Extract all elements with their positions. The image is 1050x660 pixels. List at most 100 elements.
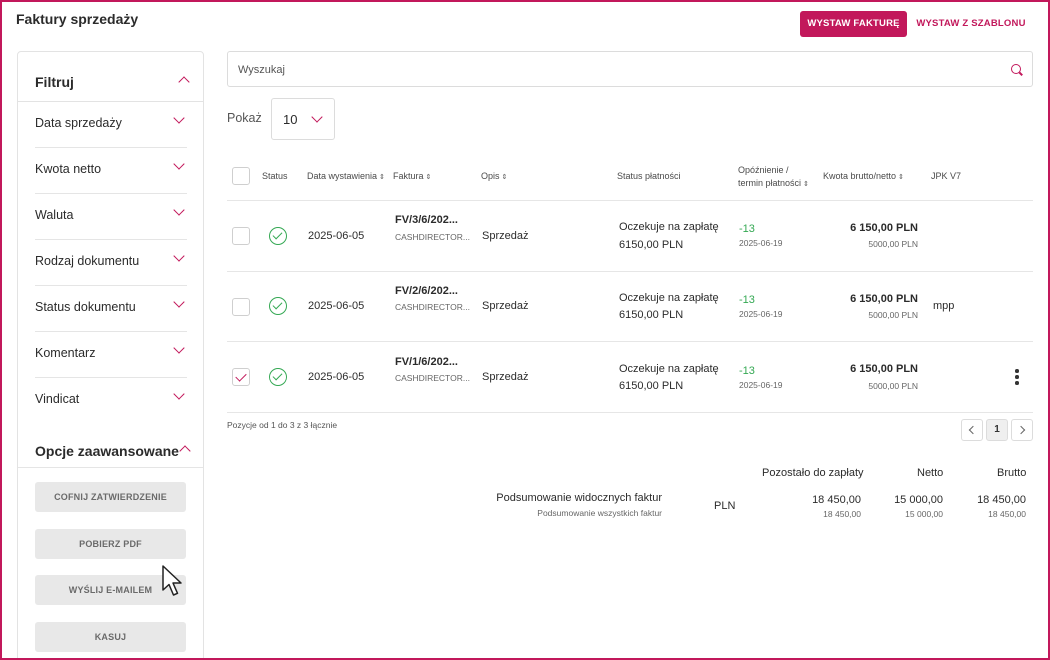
page-title: Faktury sprzedaży xyxy=(16,11,139,27)
issue-from-template-button[interactable]: WYSTAW Z SZABLONU xyxy=(916,18,1026,29)
filter-sale-date[interactable]: Data sprzedaży xyxy=(35,102,187,148)
filter-comment[interactable]: Komentarz xyxy=(35,332,187,378)
chevron-up-icon xyxy=(179,445,191,457)
previous-page-button[interactable] xyxy=(961,419,983,441)
summary-all-gross: 18 450,00 xyxy=(988,509,1026,519)
column-header-invoice[interactable]: Faktura ⇕ xyxy=(393,171,431,181)
filter-label: Data sprzedaży xyxy=(35,116,122,130)
status-ok-icon xyxy=(269,227,287,245)
summary-all-net: 15 000,00 xyxy=(905,509,943,519)
divider xyxy=(227,341,1033,342)
filter-title: Filtruj xyxy=(35,74,74,90)
issue-date: 2025-06-05 xyxy=(308,371,365,383)
summary-visible-remaining: 18 450,00 xyxy=(812,494,861,506)
filter-vindicat[interactable]: Vindicat xyxy=(35,378,187,424)
client-name: CASHDIRECTOR... xyxy=(395,373,470,383)
row-checkbox[interactable] xyxy=(232,227,250,245)
payment-status: Oczekuje na zapłatę xyxy=(619,363,719,375)
advanced-options-title: Opcje zaawansowane xyxy=(35,443,179,459)
chevron-down-icon xyxy=(311,111,323,123)
issue-date: 2025-06-05 xyxy=(308,230,365,242)
filter-label: Waluta xyxy=(35,208,74,222)
column-header-jpk: JPK V7 xyxy=(931,171,961,181)
filter-currency[interactable]: Waluta xyxy=(35,194,187,240)
payment-status: Oczekuje na zapłatę xyxy=(619,221,719,233)
issue-date: 2025-06-05 xyxy=(308,300,365,312)
filter-label: Rodzaj dokumentu xyxy=(35,254,140,268)
delete-button[interactable]: KASUJ xyxy=(35,622,186,652)
column-header-status: Status xyxy=(262,171,288,181)
next-page-button[interactable] xyxy=(1011,419,1033,441)
column-header-description[interactable]: Opis ⇕ xyxy=(481,171,507,181)
divider xyxy=(227,200,1033,201)
chevron-down-icon xyxy=(173,158,185,170)
chevron-right-icon xyxy=(1016,425,1026,435)
due-date: 2025-06-19 xyxy=(739,309,783,319)
sort-icon[interactable]: ⇕ xyxy=(898,174,904,181)
divider xyxy=(227,271,1033,272)
jpk-code: mpp xyxy=(933,300,955,312)
chevron-down-icon xyxy=(173,112,185,124)
summary-all-label: Podsumowanie wszystkich faktur xyxy=(537,508,662,518)
page-size-value: 10 xyxy=(283,112,298,127)
payment-amount: 6150,00 PLN xyxy=(619,380,684,392)
description: Sprzedaż xyxy=(482,230,529,242)
invoice-number[interactable]: FV/2/6/202... xyxy=(395,285,458,297)
search-icon[interactable] xyxy=(1011,64,1021,74)
sort-icon[interactable]: ⇕ xyxy=(379,174,385,181)
search-input[interactable] xyxy=(238,60,978,80)
status-ok-icon xyxy=(269,368,287,386)
column-header-date[interactable]: Data wystawienia ⇕ xyxy=(307,171,385,181)
issue-invoice-button[interactable]: WYSTAW FAKTURĘ xyxy=(800,11,907,37)
delay-days: -13 xyxy=(739,223,755,235)
gross-amount: 6 150,00 PLN xyxy=(850,363,918,375)
download-pdf-button[interactable]: POBIERZ PDF xyxy=(35,529,186,559)
page-number-button[interactable]: 1 xyxy=(986,419,1008,441)
sort-icon[interactable]: ⇕ xyxy=(501,174,508,181)
page-size-label: Pokaż xyxy=(227,111,262,125)
filter-document-type[interactable]: Rodzaj dokumentu xyxy=(35,240,187,286)
chevron-up-icon[interactable] xyxy=(178,76,190,88)
chevron-down-icon xyxy=(173,250,185,262)
invoice-number[interactable]: FV/3/6/202... xyxy=(395,214,458,226)
page-size-select[interactable]: 10 xyxy=(271,98,335,140)
filter-label: Kwota netto xyxy=(35,162,102,176)
column-header-amount[interactable]: Kwota brutto/netto ⇕ xyxy=(823,171,904,181)
summary-visible-label: Podsumowanie widocznych faktur xyxy=(496,492,662,504)
sort-icon[interactable]: ⇕ xyxy=(803,181,809,188)
header-label: Kwota brutto/netto xyxy=(823,171,897,181)
description: Sprzedaż xyxy=(482,371,529,383)
filter-document-status[interactable]: Status dokumentu xyxy=(35,286,187,332)
due-date: 2025-06-19 xyxy=(739,238,783,248)
sort-icon[interactable]: ⇕ xyxy=(425,174,432,181)
column-header-payment-status: Status płatności xyxy=(617,171,681,181)
header-label: Faktura xyxy=(393,171,424,181)
header-label: JPK V7 xyxy=(931,171,962,181)
client-name: CASHDIRECTOR... xyxy=(395,302,470,312)
chevron-down-icon xyxy=(173,388,185,400)
advanced-options-header[interactable]: Opcje zaawansowane xyxy=(18,430,203,468)
summary-visible-gross: 18 450,00 xyxy=(977,494,1026,506)
undo-approval-button[interactable]: COFNIJ ZATWIERDZENIE xyxy=(35,482,186,512)
column-header-delay[interactable]: Opóźnienie / termin płatności ⇕ xyxy=(738,164,809,191)
net-amount: 5000,00 PLN xyxy=(868,381,918,391)
select-all-checkbox[interactable] xyxy=(232,167,250,185)
header-label: Status płatności xyxy=(617,171,681,181)
more-options-icon[interactable] xyxy=(1015,369,1019,387)
filter-sidebar: Filtruj Data sprzedaży Kwota netto Walut… xyxy=(17,51,204,660)
filter-net-amount[interactable]: Kwota netto xyxy=(35,148,187,194)
send-email-button[interactable]: WYŚLIJ E-MAILEM xyxy=(35,575,186,605)
due-date: 2025-06-19 xyxy=(739,380,783,390)
invoice-number[interactable]: FV/1/6/202... xyxy=(395,356,458,368)
filter-label: Komentarz xyxy=(35,346,96,360)
divider xyxy=(227,412,1033,413)
payment-amount: 6150,00 PLN xyxy=(619,239,684,251)
filter-header[interactable]: Filtruj xyxy=(18,52,203,102)
row-checkbox[interactable] xyxy=(232,298,250,316)
pagination-range: Pozycje od 1 do 3 z 3 łącznie xyxy=(227,420,338,430)
summary-all-remaining: 18 450,00 xyxy=(823,509,861,519)
chevron-down-icon xyxy=(173,204,185,216)
summary-header-gross: Brutto xyxy=(997,467,1027,479)
client-name: CASHDIRECTOR... xyxy=(395,232,470,242)
row-checkbox[interactable] xyxy=(232,368,250,386)
